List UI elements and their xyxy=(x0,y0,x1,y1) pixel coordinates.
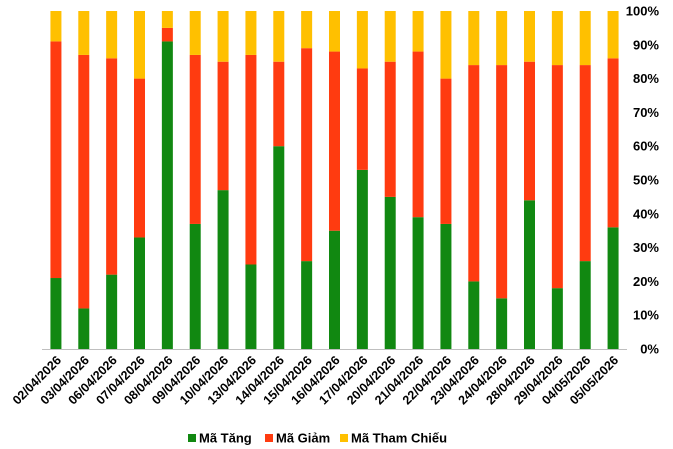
bar-segment-mã-giảm-04-05-2026 xyxy=(579,65,591,262)
bar-segment-mã-giảm-08-04-2026 xyxy=(161,27,173,42)
bar-segment-mã-tăng-24-04-2026 xyxy=(496,298,508,349)
bar-segment-mã-tăng-02-04-2026 xyxy=(50,278,62,349)
bar-segment-mã-tăng-10-04-2026 xyxy=(217,190,229,349)
bar-segment-mã-tham-chiếu-20-04-2026 xyxy=(384,11,396,62)
bar-segment-mã-tham-chiếu-13-04-2026 xyxy=(245,11,257,55)
y-tick-label: 10% xyxy=(633,308,659,323)
bar-segment-mã-giảm-13-04-2026 xyxy=(245,54,257,265)
bar-segment-mã-tham-chiếu-29-04-2026 xyxy=(551,11,563,66)
x-axis: 02/04/202603/04/202606/04/202607/04/2026… xyxy=(10,349,627,407)
bar-segment-mã-tăng-04-05-2026 xyxy=(579,261,591,349)
bar-segment-mã-tham-chiếu-09-04-2026 xyxy=(189,11,201,55)
bar-segment-mã-tham-chiếu-05-05-2026 xyxy=(607,11,619,59)
bar-segment-mã-giảm-23-04-2026 xyxy=(468,65,480,282)
bar-segment-mã-tham-chiếu-14-04-2026 xyxy=(273,11,285,62)
bar-segment-mã-giảm-02-04-2026 xyxy=(50,41,62,279)
bar-segment-mã-giảm-28-04-2026 xyxy=(524,61,535,201)
legend: Mã Tăng Mã Giảm Mã Tham Chiếu xyxy=(188,431,447,446)
bar-segment-mã-tăng-13-04-2026 xyxy=(245,264,257,349)
bar-segment-mã-tham-chiếu-10-04-2026 xyxy=(217,11,229,62)
bar-segment-mã-giảm-17-04-2026 xyxy=(356,68,368,170)
bar-segment-mã-tăng-15-04-2026 xyxy=(301,261,313,349)
bar-segment-mã-giảm-22-04-2026 xyxy=(440,78,452,224)
bar-segment-mã-giảm-10-04-2026 xyxy=(217,61,229,191)
y-tick-label: 80% xyxy=(633,71,659,86)
y-tick-label: 100% xyxy=(626,4,660,19)
legend-swatch xyxy=(265,434,273,442)
bar-segment-mã-giảm-24-04-2026 xyxy=(496,65,508,299)
bar-segment-mã-giảm-14-04-2026 xyxy=(273,61,285,147)
y-tick-label: 0% xyxy=(640,342,659,357)
bar-segment-mã-tham-chiếu-08-04-2026 xyxy=(161,11,173,28)
bar-segment-mã-tham-chiếu-15-04-2026 xyxy=(301,11,313,49)
bar-segment-mã-giảm-07-04-2026 xyxy=(134,78,145,238)
legend-label: Mã Giảm xyxy=(276,431,330,446)
bar-segment-mã-giảm-06-04-2026 xyxy=(106,58,118,275)
legend-item-mã-giảm: Mã Giảm xyxy=(265,431,330,446)
bar-segment-mã-tham-chiếu-22-04-2026 xyxy=(440,11,452,79)
bar-segment-mã-tham-chiếu-03-04-2026 xyxy=(78,11,90,55)
bar-segment-mã-tham-chiếu-17-04-2026 xyxy=(356,11,368,69)
bar-segment-mã-tăng-23-04-2026 xyxy=(468,281,480,349)
bar-segment-mã-tăng-06-04-2026 xyxy=(106,274,118,349)
bar-segment-mã-giảm-21-04-2026 xyxy=(412,51,424,218)
bar-segment-mã-tham-chiếu-02-04-2026 xyxy=(50,11,62,42)
legend-item-mã-tăng: Mã Tăng xyxy=(188,431,252,446)
bar-segment-mã-tăng-08-04-2026 xyxy=(161,41,173,350)
y-tick-label: 50% xyxy=(633,173,659,188)
bar-segment-mã-tăng-05-05-2026 xyxy=(607,227,619,349)
bar-segment-mã-giảm-15-04-2026 xyxy=(301,48,313,262)
bar-segment-mã-tăng-20-04-2026 xyxy=(384,196,396,349)
legend-swatch xyxy=(340,434,348,442)
legend-swatch xyxy=(188,434,196,442)
bar-segment-mã-tăng-07-04-2026 xyxy=(134,237,145,349)
plot-area xyxy=(50,11,619,350)
bar-segment-mã-tham-chiếu-16-04-2026 xyxy=(329,11,340,52)
y-axis: 0% 10% 20% 30% 40% 50% 60% 70% 80% 90% 100% xyxy=(626,4,660,357)
y-tick-label: 30% xyxy=(633,240,659,255)
bar-segment-mã-tăng-14-04-2026 xyxy=(273,146,285,349)
bar-segment-mã-giảm-16-04-2026 xyxy=(329,51,340,231)
bar-segment-mã-tham-chiếu-07-04-2026 xyxy=(134,11,145,79)
y-tick-label: 70% xyxy=(633,105,659,120)
bar-segment-mã-tham-chiếu-23-04-2026 xyxy=(468,11,480,66)
bar-segment-mã-tham-chiếu-21-04-2026 xyxy=(412,11,424,52)
bar-segment-mã-giảm-20-04-2026 xyxy=(384,61,396,197)
bar-segment-mã-tăng-29-04-2026 xyxy=(551,288,563,349)
bar-segment-mã-tăng-28-04-2026 xyxy=(524,200,535,349)
y-tick-label: 60% xyxy=(633,139,659,154)
legend-item-mã-tham-chiếu: Mã Tham Chiếu xyxy=(340,431,447,446)
legend-label: Mã Tham Chiếu xyxy=(351,431,447,446)
y-tick-label: 90% xyxy=(633,37,659,52)
bar-segment-mã-tăng-22-04-2026 xyxy=(440,223,452,349)
bar-segment-mã-tham-chiếu-06-04-2026 xyxy=(106,11,118,59)
bar-segment-mã-giảm-05-05-2026 xyxy=(607,58,619,228)
bar-segment-mã-tăng-21-04-2026 xyxy=(412,217,424,349)
bar-segment-mã-tăng-16-04-2026 xyxy=(329,230,340,349)
bar-segment-mã-giảm-03-04-2026 xyxy=(78,54,90,309)
y-tick-label: 20% xyxy=(633,274,659,289)
bar-segment-mã-tham-chiếu-24-04-2026 xyxy=(496,11,508,66)
bar-segment-mã-giảm-29-04-2026 xyxy=(551,65,563,289)
bar-segment-mã-giảm-09-04-2026 xyxy=(189,54,201,224)
bar-segment-mã-tham-chiếu-04-05-2026 xyxy=(579,11,591,66)
bar-segment-mã-tăng-09-04-2026 xyxy=(189,223,201,349)
bar-segment-mã-tham-chiếu-28-04-2026 xyxy=(524,11,535,62)
bar-segment-mã-tăng-03-04-2026 xyxy=(78,308,90,349)
legend-label: Mã Tăng xyxy=(199,431,252,446)
y-tick-label: 40% xyxy=(633,206,659,221)
bar-segment-mã-tăng-17-04-2026 xyxy=(356,169,368,349)
